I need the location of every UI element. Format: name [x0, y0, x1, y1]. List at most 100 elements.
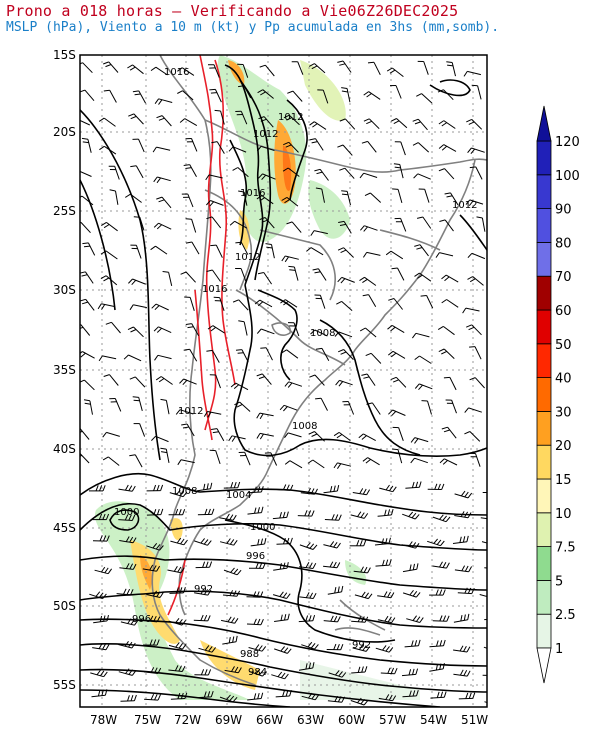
wind-barb-feather — [261, 219, 268, 223]
wind-barb-feather — [362, 294, 369, 297]
wind-barb-feather — [206, 349, 213, 352]
wind-barb-feather — [462, 536, 466, 543]
wind-barb-feather — [304, 510, 308, 516]
wind-barb-feather — [385, 694, 390, 700]
wind-barb-feather — [284, 381, 290, 387]
wind-barb-feather — [387, 509, 391, 516]
wind-barb-feather — [83, 399, 90, 402]
wind-barb — [130, 193, 142, 203]
wind-barb — [138, 397, 143, 412]
wind-barb-feather — [336, 542, 341, 549]
wind-barb — [453, 673, 468, 677]
wind-barb-feather — [158, 99, 163, 105]
wind-barb-feather — [257, 486, 261, 493]
wind-barb-feather — [312, 614, 316, 621]
wind-barb-feather — [280, 646, 285, 652]
wind-barb-feather — [385, 250, 392, 256]
wind-barb — [339, 379, 353, 386]
wind-barb-feather — [417, 274, 423, 279]
wind-barb-feather — [284, 614, 287, 621]
wind-barb-feather — [338, 220, 345, 223]
wind-barb-feather — [306, 247, 312, 252]
wind-barb — [170, 698, 185, 700]
wind-barb — [241, 349, 249, 363]
wind-barb — [398, 427, 404, 441]
wind-barb-feather — [80, 454, 82, 457]
wind-barb — [211, 269, 221, 282]
wind-barb-feather — [446, 562, 450, 569]
wind-barb-feather — [307, 459, 314, 464]
wind-barb-feather — [360, 698, 365, 705]
wind-barb — [158, 326, 172, 334]
wind-barb-feather — [439, 458, 445, 464]
wind-barb — [183, 378, 197, 385]
wind-barb — [395, 85, 402, 99]
wind-barb-feather — [132, 563, 137, 570]
wind-barb-feather — [200, 538, 205, 544]
wind-barb — [107, 456, 120, 466]
wind-barb — [213, 64, 220, 78]
wind-barb-feather — [439, 640, 443, 647]
wind-barb — [391, 324, 405, 334]
wind-barb — [414, 437, 429, 443]
wind-barb — [469, 431, 481, 442]
wind-barb — [366, 373, 376, 386]
wind-barb-feather — [408, 541, 413, 547]
wind-barb-feather — [284, 460, 291, 465]
wind-barb — [219, 696, 234, 703]
wind-barb — [292, 90, 303, 102]
wind-barb-feather — [388, 647, 394, 653]
colorbar-swatch — [536, 377, 552, 412]
wind-barb-feather — [228, 637, 231, 644]
wind-barb-feather — [439, 219, 446, 222]
wind-barb — [109, 89, 117, 103]
wind-barb-feather — [438, 348, 445, 353]
wind-barb-feather — [356, 540, 360, 546]
wind-barb-feather — [129, 66, 136, 71]
wind-barb-feather — [364, 666, 368, 673]
wind-barb-feather — [435, 252, 440, 258]
wind-barb — [301, 644, 315, 650]
wind-barb-feather — [491, 514, 494, 519]
wind-barb — [400, 218, 407, 232]
wind-barb-feather — [279, 563, 282, 570]
wind-barb-feather — [253, 591, 257, 598]
wind-barb — [259, 432, 274, 437]
wind-barb-feather — [181, 423, 188, 426]
wind-barb-feather — [258, 670, 264, 676]
wind-barb-feather — [312, 268, 319, 271]
wind-barb-feather — [212, 431, 219, 434]
wind-barb — [297, 61, 304, 75]
wind-barb-feather — [103, 89, 110, 92]
wind-barb — [391, 67, 404, 77]
wind-barb-feather — [177, 566, 182, 573]
wind-barb-feather — [204, 508, 208, 515]
wind-barb-feather — [363, 513, 369, 519]
wind-barb — [212, 325, 225, 334]
wind-barb-feather — [414, 121, 421, 125]
wind-barb-feather — [333, 615, 338, 622]
wind-barb-feather — [230, 617, 236, 623]
wind-barb-feather — [467, 512, 472, 518]
wind-barb-feather — [206, 200, 211, 206]
wind-barb-feather — [443, 376, 450, 379]
wind-barb-feather — [260, 118, 267, 122]
wind-barb — [285, 255, 299, 260]
wind-barb-feather — [412, 615, 418, 621]
wind-barb-feather — [491, 614, 493, 620]
wind-barb-feather — [471, 587, 475, 594]
wind-barb — [401, 673, 416, 677]
wind-barb-feather — [437, 325, 444, 331]
wind-barb-feather — [439, 615, 443, 622]
wind-barb — [346, 191, 351, 206]
wind-barb-feather — [445, 516, 451, 523]
wind-barb-feather — [279, 512, 282, 519]
lon-label: 57W — [379, 713, 406, 727]
wind-barb-feather — [311, 693, 316, 700]
wind-barb-feather — [315, 397, 322, 400]
wind-barb-feather — [257, 618, 261, 625]
wind-barb-feather — [467, 276, 473, 280]
wind-barb — [429, 645, 444, 648]
wind-barb-feather — [211, 141, 218, 144]
wind-barb — [397, 267, 405, 281]
